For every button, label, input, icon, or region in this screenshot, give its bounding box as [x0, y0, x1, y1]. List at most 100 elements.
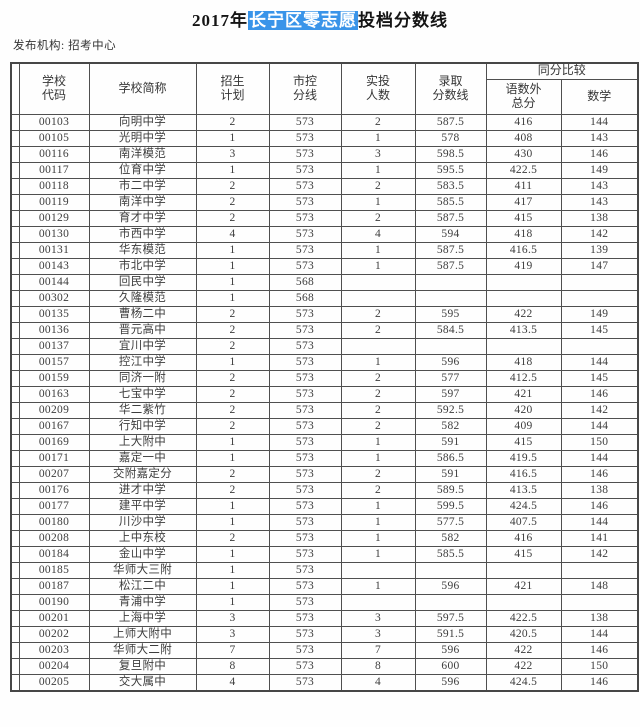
cell-actual-count: 1 — [340, 241, 416, 259]
cell-math: 144 — [560, 417, 639, 435]
cell-chinese-math-foreign-total: 419 — [485, 257, 562, 275]
cell-math: 146 — [560, 145, 639, 163]
cell-enroll-plan: 8 — [195, 657, 270, 675]
cell-actual-count: 2 — [340, 321, 416, 339]
table-row: 00184 金山中学 1 573 1 585.5 415 142 — [10, 545, 639, 563]
table-row: 00167 行知中学 2 573 2 582 409 144 — [10, 417, 639, 435]
header-chinese-math-foreign-total: 语数外 总分 — [485, 78, 562, 115]
cell-admit-line: 578 — [414, 129, 487, 147]
row-spacer-cell — [10, 545, 20, 563]
row-spacer-cell — [10, 353, 20, 371]
table-row: 00205 交大属中 4 573 4 596 424.5 146 — [10, 673, 639, 691]
cell-math: 150 — [560, 657, 639, 675]
cell-school-code: 00144 — [18, 273, 90, 291]
cell-admit-line: 584.5 — [414, 321, 487, 339]
cell-enroll-plan: 1 — [195, 241, 270, 259]
row-spacer-cell — [10, 385, 20, 403]
cell-enroll-plan: 4 — [195, 673, 270, 691]
cell-math — [560, 593, 639, 611]
cell-enroll-plan: 2 — [195, 481, 270, 499]
cell-school-name: 交大属中 — [88, 673, 197, 691]
row-spacer-cell — [10, 465, 20, 483]
cell-chinese-math-foreign-total: 416 — [485, 113, 562, 131]
cell-chinese-math-foreign-total: 419.5 — [485, 449, 562, 467]
row-spacer-cell — [10, 273, 20, 291]
cell-admit-line: 591 — [414, 465, 487, 483]
cell-city-control-line: 573 — [268, 257, 342, 275]
cell-enroll-plan: 2 — [195, 417, 270, 435]
table-row: 00118 市二中学 2 573 2 583.5 411 143 — [10, 177, 639, 195]
cell-school-name: 松江二中 — [88, 577, 197, 595]
cell-enroll-plan: 1 — [195, 497, 270, 515]
cell-city-control-line: 573 — [268, 465, 342, 483]
cell-chinese-math-foreign-total: 422 — [485, 657, 562, 675]
cell-admit-line: 585.5 — [414, 193, 487, 211]
table-row: 00103 向明中学 2 573 2 587.5 416 144 — [10, 113, 639, 131]
row-spacer-cell — [10, 449, 20, 467]
cell-actual-count — [340, 289, 416, 307]
cell-actual-count: 1 — [340, 161, 416, 179]
cell-school-code: 00209 — [18, 401, 90, 419]
cell-admit-line: 597.5 — [414, 609, 487, 627]
table-row: 00185 华师大三附 1 573 — [10, 561, 639, 579]
cell-actual-count: 2 — [340, 177, 416, 195]
row-spacer-cell — [10, 577, 20, 595]
cell-school-name: 上大附中 — [88, 433, 197, 451]
cell-school-name: 华师大二附 — [88, 641, 197, 659]
cell-enroll-plan: 2 — [195, 465, 270, 483]
cell-school-name: 华师大三附 — [88, 561, 197, 579]
cell-actual-count — [340, 593, 416, 611]
cell-school-name: 进才中学 — [88, 481, 197, 499]
row-spacer-cell — [10, 225, 20, 243]
cell-admit-line: 595.5 — [414, 161, 487, 179]
cell-city-control-line: 573 — [268, 657, 342, 675]
cell-enroll-plan: 1 — [195, 433, 270, 451]
cell-math: 145 — [560, 369, 639, 387]
cell-admit-line: 582 — [414, 417, 487, 435]
table-row: 00135 曹杨二中 2 573 2 595 422 149 — [10, 305, 639, 323]
title-highlight: 长宁区零志愿 — [248, 11, 358, 30]
cell-enroll-plan: 1 — [195, 353, 270, 371]
cell-school-code: 00177 — [18, 497, 90, 515]
cell-admit-line: 582 — [414, 529, 487, 547]
cell-enroll-plan: 3 — [195, 625, 270, 643]
cell-admit-line: 586.5 — [414, 449, 487, 467]
cell-school-code: 00202 — [18, 625, 90, 643]
cell-math — [560, 289, 639, 307]
cell-city-control-line: 573 — [268, 641, 342, 659]
cell-chinese-math-foreign-total: 407.5 — [485, 513, 562, 531]
cell-school-code: 00116 — [18, 145, 90, 163]
cell-city-control-line: 573 — [268, 145, 342, 163]
cell-actual-count — [340, 561, 416, 579]
cell-city-control-line: 573 — [268, 337, 342, 355]
cell-math: 138 — [560, 481, 639, 499]
cell-actual-count: 2 — [340, 305, 416, 323]
cell-actual-count: 2 — [340, 113, 416, 131]
cell-school-code: 00205 — [18, 673, 90, 691]
cell-school-name: 向明中学 — [88, 113, 197, 131]
cell-city-control-line: 573 — [268, 673, 342, 691]
cell-chinese-math-foreign-total: 418 — [485, 353, 562, 371]
row-spacer-cell — [10, 145, 20, 163]
cell-admit-line: 587.5 — [414, 257, 487, 275]
cell-admit-line: 589.5 — [414, 481, 487, 499]
cell-chinese-math-foreign-total: 416 — [485, 529, 562, 547]
cell-actual-count: 1 — [340, 193, 416, 211]
cell-school-name: 控江中学 — [88, 353, 197, 371]
cell-admit-line — [414, 273, 487, 291]
cell-school-code: 00136 — [18, 321, 90, 339]
table-row: 00137 宜川中学 2 573 — [10, 337, 639, 355]
cell-actual-count: 2 — [340, 401, 416, 419]
row-spacer-cell — [10, 161, 20, 179]
cell-city-control-line: 573 — [268, 609, 342, 627]
cell-city-control-line: 573 — [268, 369, 342, 387]
cell-enroll-plan: 1 — [195, 593, 270, 611]
cell-enroll-plan: 1 — [195, 577, 270, 595]
cell-math: 144 — [560, 353, 639, 371]
cell-school-code: 00187 — [18, 577, 90, 595]
cell-school-code: 00167 — [18, 417, 90, 435]
cell-school-code: 00171 — [18, 449, 90, 467]
cell-actual-count: 2 — [340, 369, 416, 387]
cell-chinese-math-foreign-total: 421 — [485, 577, 562, 595]
cell-chinese-math-foreign-total — [485, 561, 562, 579]
